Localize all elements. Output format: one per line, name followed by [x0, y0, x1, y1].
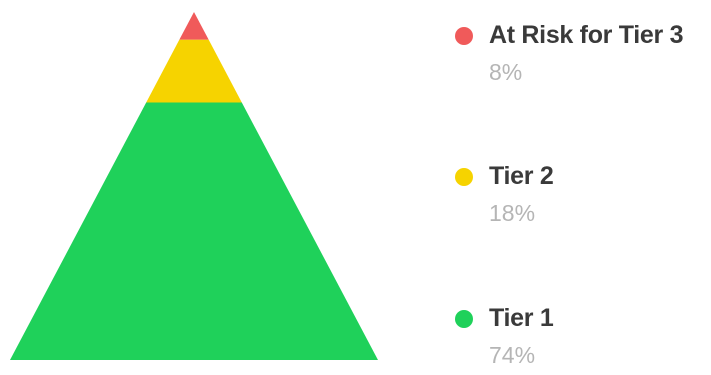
- pyramid-chart: [10, 12, 378, 360]
- legend-dot-red: [455, 27, 473, 45]
- legend-label: At Risk for Tier 3: [489, 21, 684, 49]
- legend-label: Tier 1: [489, 304, 554, 332]
- pyramid-segment-tier-1: [10, 102, 378, 360]
- legend-dot-green: [455, 310, 473, 328]
- legend-value: 74%: [489, 342, 536, 368]
- legend-label: Tier 2: [489, 162, 554, 190]
- pyramid-segment-tier-2: [146, 39, 242, 103]
- legend-value: 18%: [489, 200, 536, 226]
- pyramid-segment-at-risk-tier-3: [179, 12, 209, 40]
- legend-dot-yellow: [455, 168, 473, 186]
- legend-value: 8%: [489, 59, 523, 85]
